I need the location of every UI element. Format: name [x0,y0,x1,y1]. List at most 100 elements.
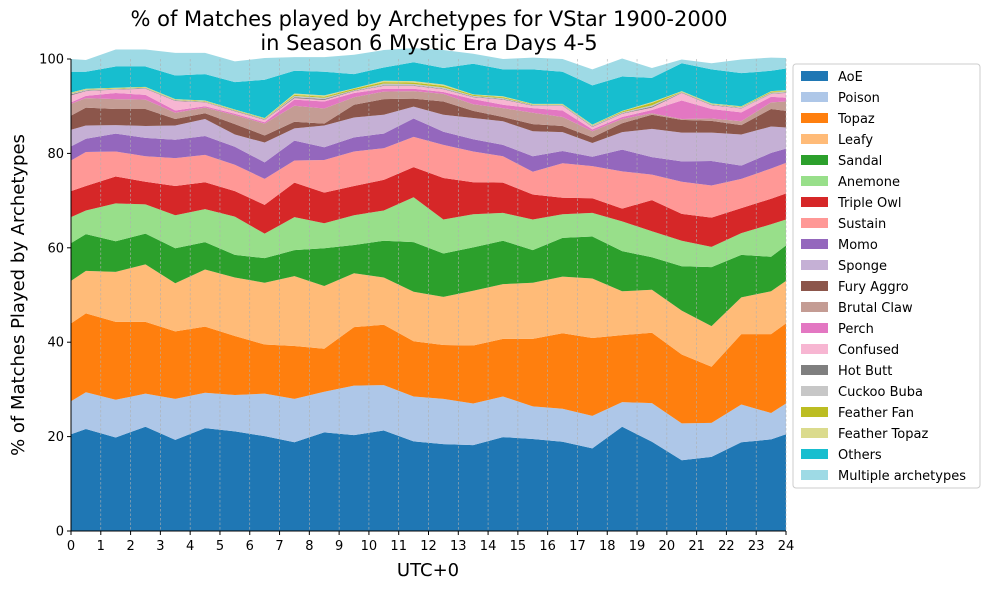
legend: AoE Poison Topaz Leafy Sandal Anemone Triple O… [792,63,981,489]
x-tick-label: 8 [305,539,313,554]
legend-label: Poison [838,91,880,106]
legend-label: Fury Aggro [838,280,909,295]
legend-label: Feather Topaz [838,427,928,442]
legend-label: Brutal Claw [838,301,913,316]
legend-item-perch: Perch [801,322,874,337]
area-series-triple-owl [71,167,786,247]
legend-label: Hot Butt [838,364,892,379]
x-tick-label: 22 [718,539,735,554]
area-series-confused [71,85,786,130]
x-tick-label: 1 [97,539,105,554]
legend-item-feather-topaz: Feather Topaz [801,427,928,442]
x-tick-label: 11 [390,539,407,554]
x-tick-label: 7 [275,539,283,554]
x-tick-label: 14 [480,539,497,554]
x-tick-label: 10 [361,539,378,554]
legend-item-cuckoo-buba: Cuckoo Buba [801,385,923,400]
area-series-sustain [71,136,786,218]
area-series-poison [71,385,786,461]
legend-swatch [801,71,828,81]
x-tick-label: 0 [67,539,75,554]
x-tick-label: 17 [569,539,586,554]
legend-swatch [801,407,828,417]
legend-swatch [801,113,828,123]
legend-item-others: Others [801,448,882,463]
legend-item-triple-owl: Triple Owl [801,196,901,211]
legend-swatch [801,323,828,333]
legend-swatch [801,449,828,459]
legend-swatch [801,344,828,354]
legend-item-sponge: Sponge [801,259,887,274]
legend-label: Sandal [838,154,882,169]
x-tick-label: 20 [659,539,676,554]
legend-label: Multiple archetypes [838,469,966,484]
y-tick-label: 80 [47,147,64,162]
legend-frame [792,63,981,489]
legend-swatch [801,176,828,186]
legend-label: Sponge [838,259,887,274]
legend-swatch [801,260,828,270]
legend-label: Momo [838,238,878,253]
x-tick-label: 3 [156,539,164,554]
legend-item-topaz: Topaz [801,112,875,127]
legend-label: Leafy [838,133,873,148]
x-tick-label: 6 [246,539,254,554]
legend-item-feather-fan: Feather Fan [801,406,914,421]
legend-swatch [801,470,828,480]
legend-item-hot-butt: Hot Butt [801,364,892,379]
legend-label: Feather Fan [838,406,914,421]
x-tick-label: 24 [778,539,795,554]
legend-swatch [801,386,828,396]
y-tick-label: 60 [47,241,64,256]
legend-label: Topaz [837,112,875,127]
legend-item-aoe: AoE [801,70,863,85]
legend-swatch [801,428,828,438]
legend-item-brutal-claw: Brutal Claw [801,301,913,316]
legend-label: AoE [838,70,863,85]
x-tick-label: 5 [216,539,224,554]
y-axis-label: % of Matches Played by Archetypes [8,134,29,456]
y-tick-label: 20 [47,430,64,445]
x-tick-label: 16 [539,539,556,554]
legend-label: Cuckoo Buba [838,385,923,400]
legend-swatch [801,134,828,144]
legend-item-sandal: Sandal [801,154,882,169]
y-tick-label: 100 [39,53,64,68]
legend-items: AoE Poison Topaz Leafy Sandal Anemone Triple O… [801,70,966,484]
legend-item-poison: Poison [801,91,880,106]
legend-swatch [801,218,828,228]
legend-label: Sustain [838,217,886,232]
x-tick-label: 12 [420,539,437,554]
x-axis-ticks: 0 1 2 3 4 5 6 7 8 9 10 11 12 13 14 15 16 17 18 19 20 21 22 23 24 [67,531,794,554]
legend-swatch [801,239,828,249]
x-tick-label: 4 [186,539,194,554]
legend-swatch [801,281,828,291]
legend-item-momo: Momo [801,238,878,253]
legend-item-multiple-archetypes: Multiple archetypes [801,469,966,484]
legend-label: Triple Owl [837,196,901,211]
legend-swatch [801,365,828,375]
chart-title-line-1: % of Matches played by Archetypes for VS… [131,7,728,31]
chart-title-line-2: in Season 6 Mystic Era Days 4-5 [260,31,597,55]
x-axis-label: UTC+0 [397,560,459,581]
y-tick-label: 40 [47,336,64,351]
y-tick-label: 0 [56,525,64,540]
legend-swatch [801,155,828,165]
legend-label: Anemone [838,175,900,190]
legend-label: Perch [838,322,874,337]
x-tick-label: 21 [688,539,705,554]
legend-swatch [801,302,828,312]
area-series-brutal-claw [71,91,786,138]
y-axis-ticks: 0 20 40 60 80 100 [39,53,71,540]
legend-item-fury-aggro: Fury Aggro [801,280,909,295]
area-series-topaz [71,313,786,424]
legend-item-leafy: Leafy [801,133,873,148]
legend-swatch [801,197,828,207]
area-series-multiple-archetypes [71,48,786,86]
x-tick-label: 9 [335,539,343,554]
legend-item-sustain: Sustain [801,217,886,232]
legend-item-anemone: Anemone [801,175,900,190]
legend-label: Others [838,448,882,463]
